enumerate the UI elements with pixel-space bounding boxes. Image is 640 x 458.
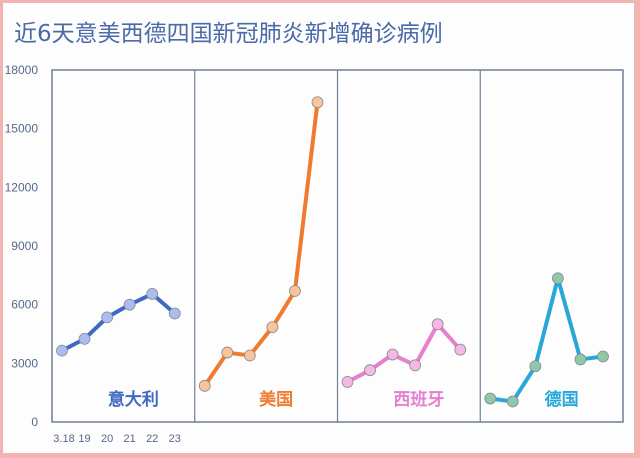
x-tick-label: 20 bbox=[101, 433, 113, 445]
series-line bbox=[60, 291, 177, 353]
data-point-marker bbox=[243, 349, 256, 362]
panel-3: 德国 bbox=[484, 272, 609, 410]
panel-country-label: 意大利 bbox=[108, 389, 159, 410]
y-tick-label: 18000 bbox=[5, 63, 39, 77]
data-point-marker bbox=[56, 344, 68, 357]
data-point-marker bbox=[78, 332, 91, 345]
panel-country-label: 美国 bbox=[259, 389, 293, 410]
series-line bbox=[488, 276, 605, 404]
x-tick-label: 19 bbox=[78, 433, 90, 445]
data-point-marker bbox=[506, 395, 519, 408]
data-point-marker bbox=[574, 353, 587, 366]
y-tick-label: 12000 bbox=[5, 180, 39, 194]
panel-country-label: 德国 bbox=[545, 389, 579, 410]
y-tick-label: 9000 bbox=[11, 239, 38, 253]
data-point-marker bbox=[409, 359, 422, 372]
data-point-marker bbox=[168, 307, 181, 320]
data-point-marker bbox=[431, 318, 444, 331]
series-line bbox=[202, 100, 320, 388]
data-point-marker bbox=[198, 379, 211, 392]
data-point-marker bbox=[484, 392, 497, 405]
panel-0: 意大利 bbox=[56, 288, 181, 410]
data-point-marker bbox=[123, 298, 136, 311]
data-point-marker bbox=[101, 311, 113, 324]
data-point-marker bbox=[552, 272, 564, 285]
data-point-marker bbox=[341, 376, 354, 388]
data-point-marker bbox=[311, 96, 324, 109]
data-point-marker bbox=[221, 346, 234, 359]
panel-2: 西班牙 bbox=[341, 318, 467, 410]
chart-title: 近6天意美西德四国新冠肺炎新增确诊病例 bbox=[14, 21, 443, 47]
data-point-marker bbox=[289, 285, 301, 297]
panel-1: 美国 bbox=[198, 96, 324, 410]
data-point-marker bbox=[386, 348, 399, 361]
data-point-marker bbox=[529, 360, 542, 373]
x-tick-label: 23 bbox=[169, 433, 181, 445]
data-point-marker bbox=[146, 288, 159, 300]
x-tick-label: 22 bbox=[146, 433, 158, 445]
series-line bbox=[345, 322, 463, 384]
y-tick-label: 15000 bbox=[5, 122, 39, 136]
data-point-marker bbox=[266, 321, 279, 334]
x-tick-label: 21 bbox=[124, 433, 136, 445]
y-tick-label: 0 bbox=[31, 415, 38, 429]
y-tick-label: 6000 bbox=[11, 298, 38, 312]
y-tick-label: 3000 bbox=[11, 356, 38, 370]
panel-country-label: 西班牙 bbox=[393, 390, 444, 410]
data-point-marker bbox=[364, 364, 376, 377]
x-tick-label: 3.18 bbox=[53, 433, 74, 445]
data-point-marker bbox=[597, 350, 609, 363]
data-point-marker bbox=[454, 343, 467, 356]
